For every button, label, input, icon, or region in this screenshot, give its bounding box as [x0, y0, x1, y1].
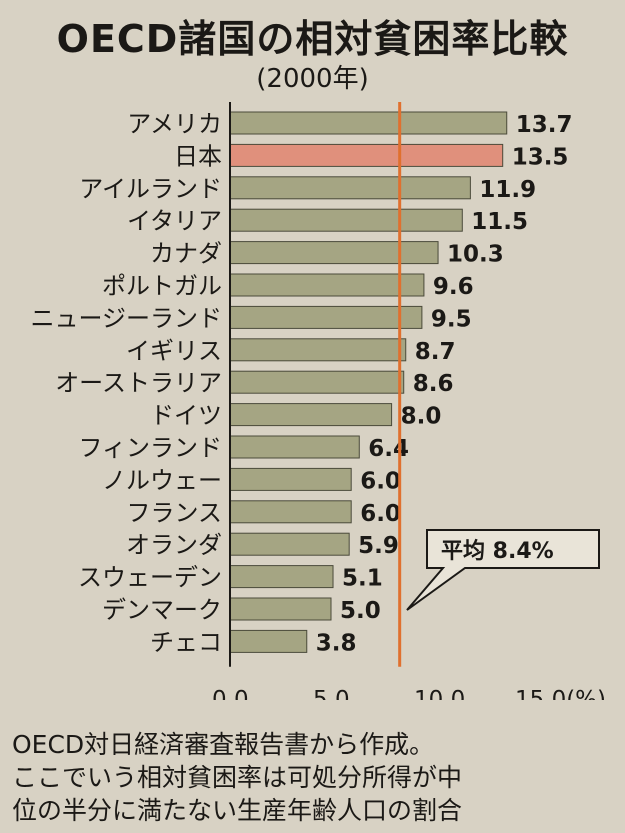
bar	[229, 435, 360, 459]
data-label: 5.9	[358, 533, 399, 559]
footnote-line-1: OECD対日経済審査報告書から作成。	[12, 730, 435, 759]
bar	[229, 532, 350, 556]
category-label: チェコ	[150, 628, 222, 656]
category-label: ポルトガル	[102, 272, 222, 300]
bar	[229, 305, 423, 329]
data-label: 11.5	[471, 209, 528, 235]
bar	[229, 500, 352, 524]
x-tick-label: 5.0	[313, 687, 350, 700]
x-tick-label: 0.0	[212, 687, 249, 700]
category-label: フィンランド	[78, 434, 222, 462]
chart-title: OECD諸国の相対貧困率比較	[56, 17, 569, 61]
bar	[229, 143, 504, 167]
category-label: スウェーデン	[78, 564, 222, 592]
category-label: ノルウェー	[102, 466, 222, 494]
bar	[229, 273, 425, 297]
category-label: フランス	[126, 499, 222, 527]
data-label: 10.3	[447, 242, 504, 268]
footnote-line-2: ここでいう相対貧困率は可処分所得が中	[12, 763, 463, 792]
bar	[229, 176, 471, 200]
bar	[229, 597, 332, 621]
data-label: 8.6	[413, 371, 454, 397]
data-label: 6.0	[360, 468, 401, 494]
bar	[229, 241, 439, 265]
category-label: ニュージーランド	[30, 304, 222, 332]
data-label: 3.8	[316, 630, 357, 656]
data-label: 13.7	[516, 112, 573, 138]
bar	[229, 111, 508, 135]
chart-subtitle: (2000年)	[256, 64, 369, 94]
data-label: 11.9	[479, 177, 536, 203]
footnote-line-3: 位の半分に満たない生産年齢人口の割合	[12, 796, 463, 825]
data-label: 13.5	[512, 144, 569, 170]
data-label: 6.4	[368, 436, 409, 462]
category-label: デンマーク	[102, 596, 222, 624]
category-label: カナダ	[150, 240, 222, 268]
x-tick-label: 15.0(%)	[515, 687, 606, 700]
bar	[229, 403, 393, 427]
x-tick-label: 10.0	[414, 687, 465, 700]
category-label: 日本	[174, 142, 222, 170]
data-label: 9.5	[431, 306, 472, 332]
data-label: 5.0	[340, 598, 381, 624]
data-label: 5.1	[342, 566, 383, 592]
bar	[229, 338, 407, 362]
data-label: 6.0	[360, 501, 401, 527]
bar	[229, 629, 308, 653]
category-label: ドイツ	[150, 402, 222, 430]
average-callout-label: 平均 8.4%	[441, 538, 554, 564]
category-label: オランダ	[126, 531, 222, 559]
category-label: イギリス	[126, 337, 222, 365]
data-label: 8.0	[401, 404, 442, 430]
bar	[229, 370, 405, 394]
data-label: 8.7	[415, 339, 456, 365]
category-label: イタリア	[127, 207, 222, 235]
footnote: OECD対日経済審査報告書から作成。 ここでいう相対貧困率は可処分所得が中 位の…	[12, 728, 617, 827]
category-label: オーストラリア	[55, 369, 222, 397]
data-label: 9.6	[433, 274, 474, 300]
bar-chart: アメリカ 13.7 日本 13.5 アイルランド 11.9 イタリア 11.5 カナダ 10.3 ポ…	[30, 102, 606, 700]
bar	[229, 467, 352, 491]
bar	[229, 565, 334, 589]
average-callout-box	[406, 529, 600, 611]
bar	[229, 208, 463, 232]
category-label: アイルランド	[79, 175, 222, 203]
category-label: アメリカ	[127, 110, 222, 138]
